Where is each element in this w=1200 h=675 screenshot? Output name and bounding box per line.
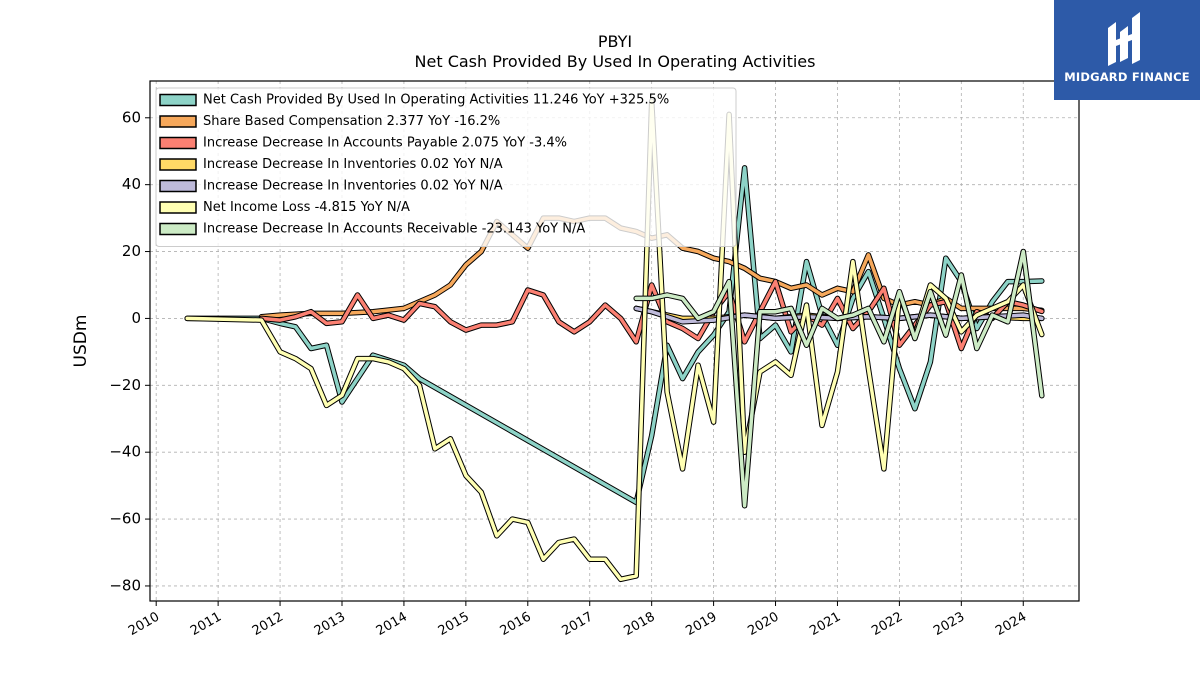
plot-frame	[149, 80, 1080, 602]
legend-swatch	[159, 201, 197, 214]
legend-entry: Increase Decrease In Accounts Receivable…	[203, 222, 585, 237]
x-tick-label: 2018	[621, 609, 657, 639]
series-layer	[184, 98, 1045, 583]
y-tick-label: −40	[109, 443, 141, 461]
x-tick-label: 2024	[993, 609, 1029, 639]
y-axis-label: USDm	[71, 315, 91, 368]
legend-entry: Net Income Loss -4.815 YoY N/A	[203, 200, 410, 215]
brand-logo: MIDGARD FINANCE	[1054, 0, 1200, 100]
x-tick-label: 2014	[374, 609, 410, 639]
y-tick-label: 0	[131, 309, 141, 327]
legend-swatch	[159, 179, 197, 193]
x-tick-label: 2013	[312, 609, 348, 639]
legend: Net Cash Provided By Used In Operating A…	[155, 87, 737, 247]
x-tick-label: 2020	[745, 609, 781, 639]
x-tick-label: 2023	[931, 609, 967, 639]
legend-entry: Increase Decrease In Inventories 0.02 Yo…	[203, 179, 503, 194]
legend-entry: Share Based Compensation 2.377 YoY -16.2…	[203, 114, 500, 129]
y-tick-label: 40	[122, 175, 141, 193]
x-tick-label: 2019	[683, 609, 719, 639]
series-line-2	[258, 278, 1045, 352]
midgard-finance-logo-icon	[1108, 12, 1140, 66]
legend-swatch	[159, 93, 197, 107]
y-tick-label: −80	[109, 576, 141, 594]
x-tick-label: 2017	[560, 609, 596, 639]
y-tick-label: −60	[109, 510, 141, 528]
legend-swatch	[159, 158, 197, 171]
legend-entry: Net Cash Provided By Used In Operating A…	[203, 93, 669, 108]
legend-entry: Increase Decrease In Inventories 0.02 Yo…	[203, 157, 503, 172]
y-tick-label: −20	[109, 376, 141, 394]
chart-subtitle: Net Cash Provided By Used In Operating A…	[415, 52, 816, 71]
x-tick-label: 2012	[250, 609, 286, 639]
legend-entry: Increase Decrease In Accounts Payable 2.…	[203, 136, 567, 151]
series-line-6	[633, 248, 1045, 509]
x-tick-label: 2010	[126, 609, 162, 639]
legend-box	[155, 87, 737, 247]
series-line-0	[184, 165, 1045, 506]
x-tick-label: 2015	[436, 609, 472, 639]
y-tick-label: 20	[122, 242, 141, 260]
x-tick-label: 2011	[188, 609, 224, 639]
legend-swatch	[159, 222, 197, 236]
chart-title: PBYI	[598, 32, 632, 51]
legend-swatch	[159, 136, 197, 150]
legend-swatch	[159, 115, 197, 128]
x-tick-label: 2022	[869, 609, 905, 639]
x-tick-label: 2021	[807, 609, 843, 639]
y-tick-label: 60	[122, 108, 141, 126]
brand-logo-text: MIDGARD FINANCE	[1064, 70, 1190, 84]
x-tick-label: 2016	[498, 609, 534, 639]
